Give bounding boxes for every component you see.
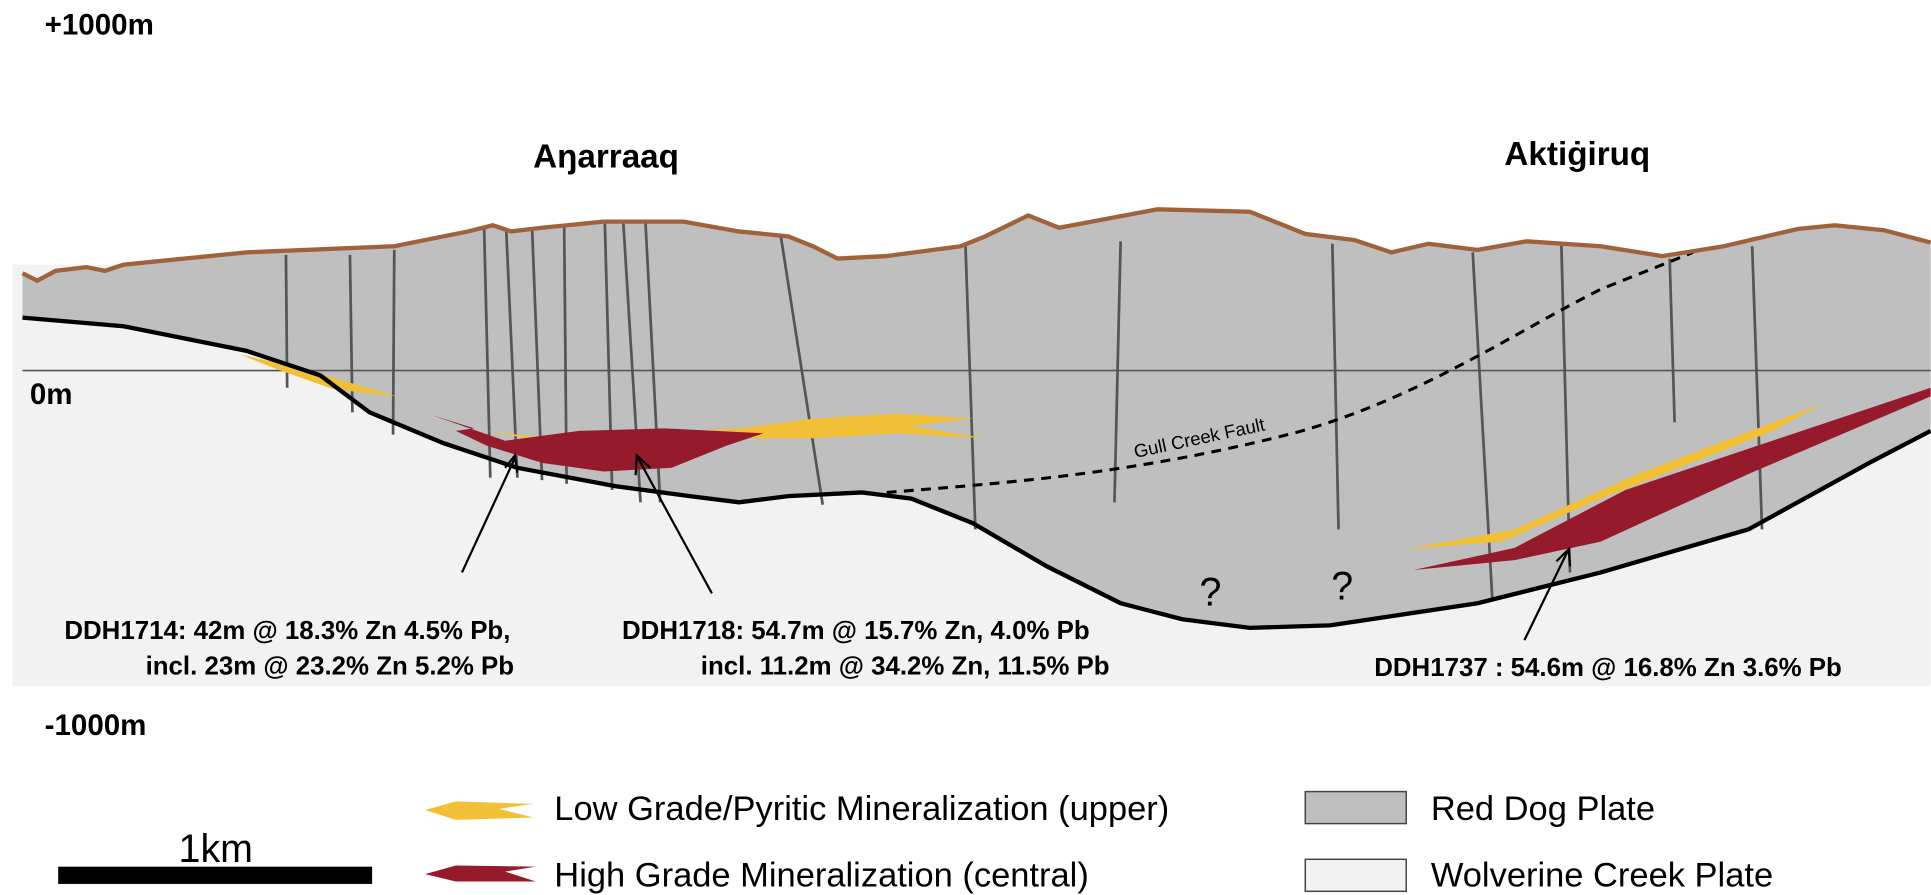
legend-label: Red Dog Plate	[1431, 790, 1655, 828]
legend-swatch	[425, 801, 533, 819]
deposit-name: Aŋarraaq	[533, 138, 679, 175]
unknown-marker: ?	[1200, 571, 1222, 615]
legend-label: Low Grade/Pyritic Mineralization (upper)	[554, 790, 1169, 828]
intercept-text: DDH1718: 54.7m @ 15.7% Zn, 4.0% Pb	[622, 617, 1090, 645]
legend-swatch	[425, 865, 536, 881]
intercept-text: DDH1737 : 54.6m @ 16.8% Zn 3.6% Pb	[1374, 654, 1842, 682]
elevation-label: +1000m	[45, 8, 154, 41]
unknown-marker: ?	[1331, 565, 1353, 609]
elevation-label: 0m	[30, 378, 73, 411]
legend-swatch	[1305, 792, 1406, 824]
deposit-name: Aktiġiruq	[1504, 136, 1650, 173]
intercept-text: incl. 11.2m @ 34.2% Zn, 11.5% Pb	[701, 653, 1110, 681]
intercept-text: incl. 23m @ 23.2% Zn 5.2% Pb	[146, 653, 514, 681]
intercept-text: DDH1714: 42m @ 18.3% Zn 4.5% Pb,	[64, 617, 510, 645]
legend-label: High Grade Mineralization (central)	[554, 856, 1089, 894]
legend-label: Wolverine Creek Plate	[1431, 856, 1773, 894]
legend: Low Grade/Pyritic Mineralization (upper)…	[425, 790, 1773, 894]
scale-label: 1km	[179, 827, 253, 871]
elevation-label: -1000m	[45, 709, 147, 742]
cross-section: +1000m 0m -1000m Aŋarraaq Aktiġiruq Gull…	[0, 0, 1931, 895]
legend-swatch	[1305, 859, 1406, 891]
